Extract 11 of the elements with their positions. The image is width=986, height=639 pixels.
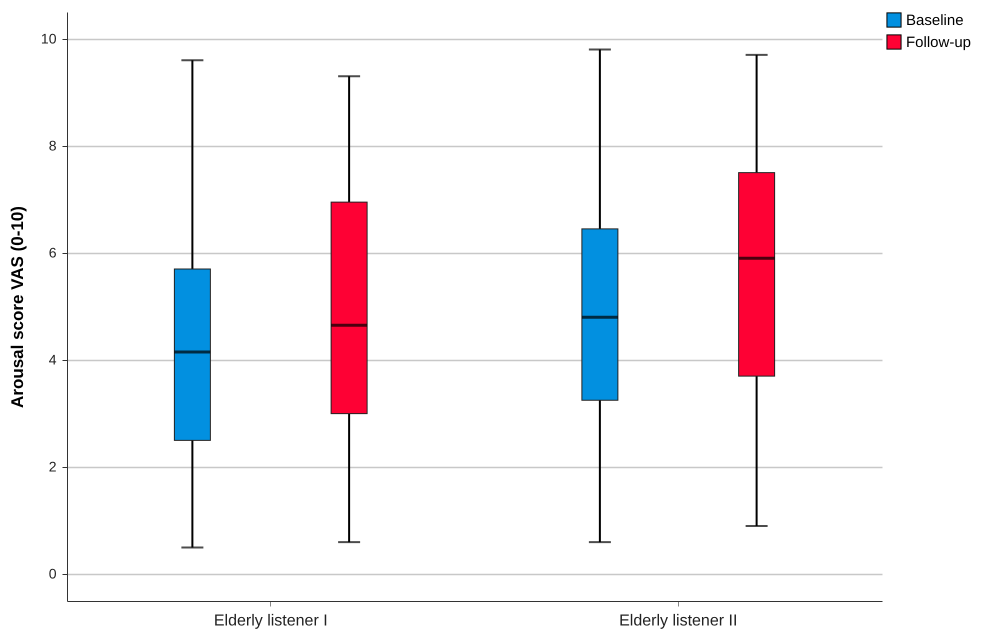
y-tick-label: 2 [48,458,57,475]
y-tick-label: 8 [48,137,57,154]
legend-label: Follow-up [906,34,972,51]
x-tick-label: Elderly listener II [619,612,738,630]
y-tick-label: 0 [48,566,57,582]
y-tick-label: 4 [48,352,57,368]
legend-label: Baseline [906,12,964,29]
y-axis-title: Arousal score VAS (0-10) [8,206,27,408]
y-tick-label: 10 [40,30,57,46]
y-tick-label: 6 [48,244,57,260]
x-tick-label: Elderly listener I [214,612,328,630]
